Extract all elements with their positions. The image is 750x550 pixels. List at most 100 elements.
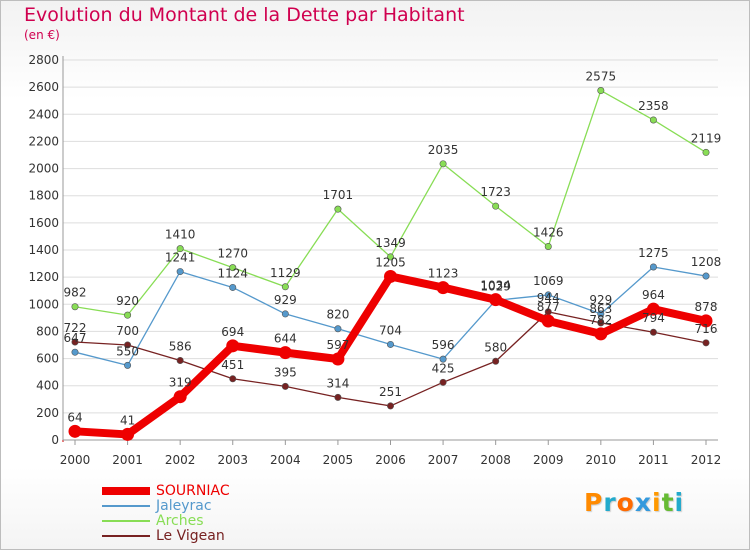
x-tick-label: 2012 [691,453,722,467]
data-point [702,148,710,156]
data-point [492,357,500,365]
data-label: 700 [116,324,139,338]
y-tick-label: 600 [36,352,59,366]
y-tick-label: 1600 [28,216,59,230]
data-label: 820 [326,308,349,322]
data-label: 1029 [480,279,511,293]
data-point [386,253,394,261]
data-point [176,268,184,276]
x-tick-label: 2003 [217,453,248,467]
logo-letter: t [661,488,675,517]
data-label: 647 [64,331,87,345]
y-tick-label: 1400 [28,243,59,257]
data-point [334,393,342,401]
data-point [68,424,82,438]
data-label: 1426 [533,225,564,239]
data-label: 1069 [533,274,564,288]
data-label: 395 [274,365,297,379]
data-label: 597 [326,338,349,352]
data-point [124,361,132,369]
data-label: 704 [379,323,402,337]
legend-swatch [102,520,150,522]
data-point [597,310,605,318]
data-label: 982 [64,286,87,300]
y-tick-label: 2600 [28,80,59,94]
data-point [331,352,345,366]
y-tick-label: 800 [36,324,59,338]
data-point [702,339,710,347]
data-point [597,87,605,95]
data-point [646,302,660,316]
data-label: 1275 [638,246,669,260]
data-label: 794 [642,311,665,325]
data-label: 782 [589,313,612,327]
data-point [176,356,184,364]
legend-swatch [102,487,150,495]
x-tick-label: 2008 [480,453,511,467]
data-point [229,283,237,291]
y-tick-label: 2400 [28,107,59,121]
data-label: 2575 [586,70,617,84]
x-tick-label: 2005 [323,453,354,467]
legend-swatch [102,505,150,507]
data-label: 580 [484,340,507,354]
data-label: 1410 [165,228,196,242]
data-label: 920 [116,294,139,308]
data-point [649,263,657,271]
data-point [124,341,132,349]
data-label: 944 [537,291,560,305]
x-tick-label: 2009 [533,453,564,467]
data-label: 929 [274,293,297,307]
data-point [699,314,713,328]
chart-legend: SOURNIAC Jaleyrac Arches Le Vigean [102,483,322,544]
data-point [384,269,397,283]
data-point [281,382,289,390]
data-label: 877 [537,300,560,314]
data-point [386,340,394,348]
logo-letter: x [634,488,652,517]
data-point [226,339,240,353]
x-tick-label: 2000 [60,453,91,467]
x-tick-label: 2011 [638,453,669,467]
data-label: 964 [642,288,665,302]
data-label: 2358 [638,99,669,113]
data-label: 2119 [691,131,722,145]
data-label: 251 [379,385,402,399]
x-tick-label: 2004 [270,453,301,467]
data-label: 644 [274,332,297,346]
legend-label: Arches [156,513,204,529]
data-point [334,205,342,213]
legend-label: Jaleyrac [156,498,212,514]
data-point [544,291,552,299]
x-tick-label: 2010 [586,453,617,467]
data-label: 878 [695,300,718,314]
data-label: 586 [169,339,192,353]
data-point [71,338,79,346]
y-tick-label: 200 [36,406,59,420]
data-point [544,242,552,250]
data-label: 1123 [428,267,459,281]
data-label: 1270 [217,247,248,261]
data-label: 314 [326,376,349,390]
data-point [439,355,447,363]
y-tick-label: 1200 [28,270,59,284]
data-point [702,272,710,280]
y-tick-label: 2200 [28,134,59,148]
data-label: 41 [120,413,135,427]
y-tick-label: 0 [51,433,59,447]
data-label: 550 [116,344,139,358]
legend-item: SOURNIAC [102,483,322,499]
data-point [594,327,608,341]
data-point [71,348,79,356]
data-point [489,293,503,307]
data-label: 863 [589,302,612,316]
x-tick-label: 2002 [165,453,196,467]
chart-title: Evolution du Montant de la Dette par Hab… [24,4,465,26]
chart-subtitle: (en €) [24,28,60,42]
data-label: 694 [221,325,244,339]
data-point [176,245,184,253]
data-label: 1034 [480,279,511,293]
data-label: 929 [589,293,612,307]
